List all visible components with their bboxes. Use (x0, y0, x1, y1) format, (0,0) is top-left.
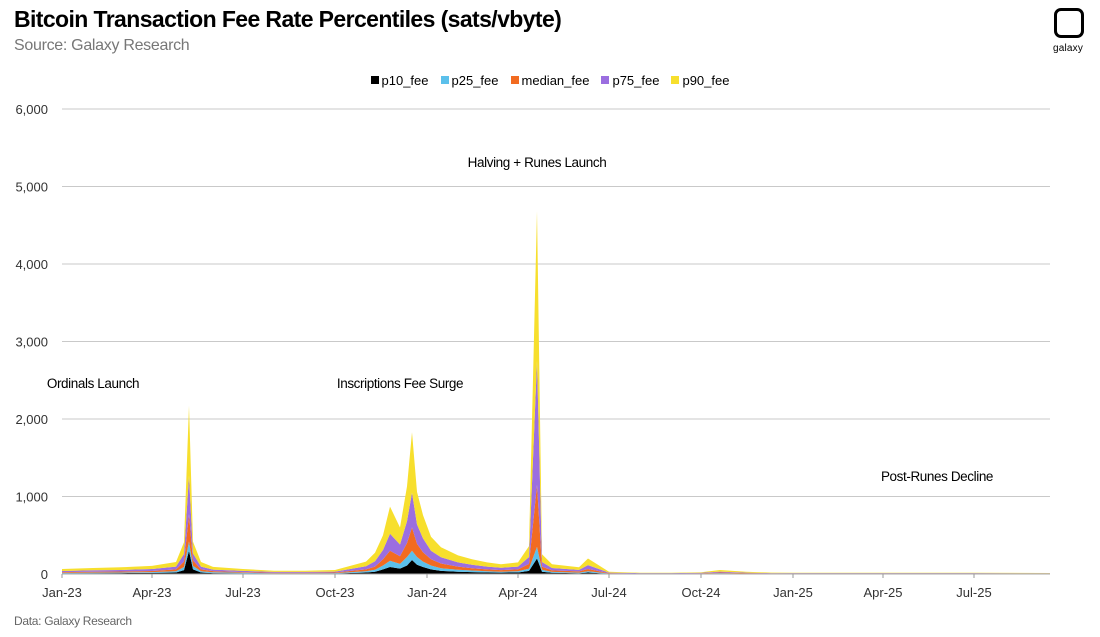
legend-swatch (601, 76, 610, 84)
series-area-median-fee (62, 484, 1050, 574)
chart-annotation: Ordinals Launch (47, 376, 139, 391)
x-tick-label: Apr-23 (132, 585, 171, 600)
legend-item-p90-fee: p90_fee (671, 73, 729, 88)
y-tick-label: 0 (41, 567, 48, 582)
chart-annotation: Inscriptions Fee Surge (337, 376, 463, 391)
chart-legend: p10_fee p25_fee median_fee p75_fee p90_fee (0, 73, 1100, 88)
y-tick-label: 3,000 (15, 335, 48, 350)
legend-item-p75-fee: p75_fee (601, 73, 659, 88)
legend-label: p10_fee (381, 73, 429, 88)
x-tick-label: Jul-23 (225, 585, 260, 600)
legend-item-p25-fee: p25_fee (440, 73, 499, 88)
legend-swatch (510, 76, 519, 84)
legend-swatch (370, 76, 379, 84)
y-tick-label: 5,000 (15, 180, 48, 195)
legend-label: p25_fee (451, 73, 499, 88)
x-tick-label: Apr-24 (498, 585, 537, 600)
chart-annotation: Halving + Runes Launch (468, 155, 607, 170)
legend-label: p90_fee (682, 73, 730, 88)
legend-item-p10-fee: p10_fee (370, 73, 429, 88)
legend-label: p75_fee (612, 73, 660, 88)
galaxy-logo-text: galaxy (1052, 43, 1084, 54)
y-tick-label: 2,000 (15, 412, 48, 427)
x-tick-label: Apr-25 (863, 585, 902, 600)
legend-swatch (440, 76, 449, 84)
y-tick-label: 6,000 (15, 102, 48, 117)
y-tick-label: 1,000 (15, 490, 48, 505)
galaxy-logo: galaxy (1052, 8, 1084, 60)
x-tick-label: Jan-23 (42, 585, 82, 600)
chart-annotation: Post-Runes Decline (881, 469, 993, 484)
y-tick-label: 4,000 (15, 257, 48, 272)
series-area-p90-fee (62, 211, 1050, 574)
x-tick-label: Oct-23 (315, 585, 354, 600)
legend-label: median_fee (521, 73, 590, 88)
legend-swatch (671, 76, 680, 84)
footer-source: Data: Galaxy Research (14, 614, 132, 628)
x-tick-label: Jan-24 (407, 585, 447, 600)
legend-item-median-fee: median_fee (510, 73, 590, 88)
page-subtitle: Source: Galaxy Research (14, 37, 190, 54)
x-tick-label: Jul-25 (956, 585, 991, 600)
x-tick-label: Jul-24 (591, 585, 626, 600)
x-tick-label: Jan-25 (773, 585, 813, 600)
page-title: Bitcoin Transaction Fee Rate Percentiles… (14, 6, 562, 32)
galaxy-logo-icon (1054, 8, 1084, 38)
series-area-p75-fee (62, 360, 1050, 574)
x-tick-label: Oct-24 (681, 585, 720, 600)
